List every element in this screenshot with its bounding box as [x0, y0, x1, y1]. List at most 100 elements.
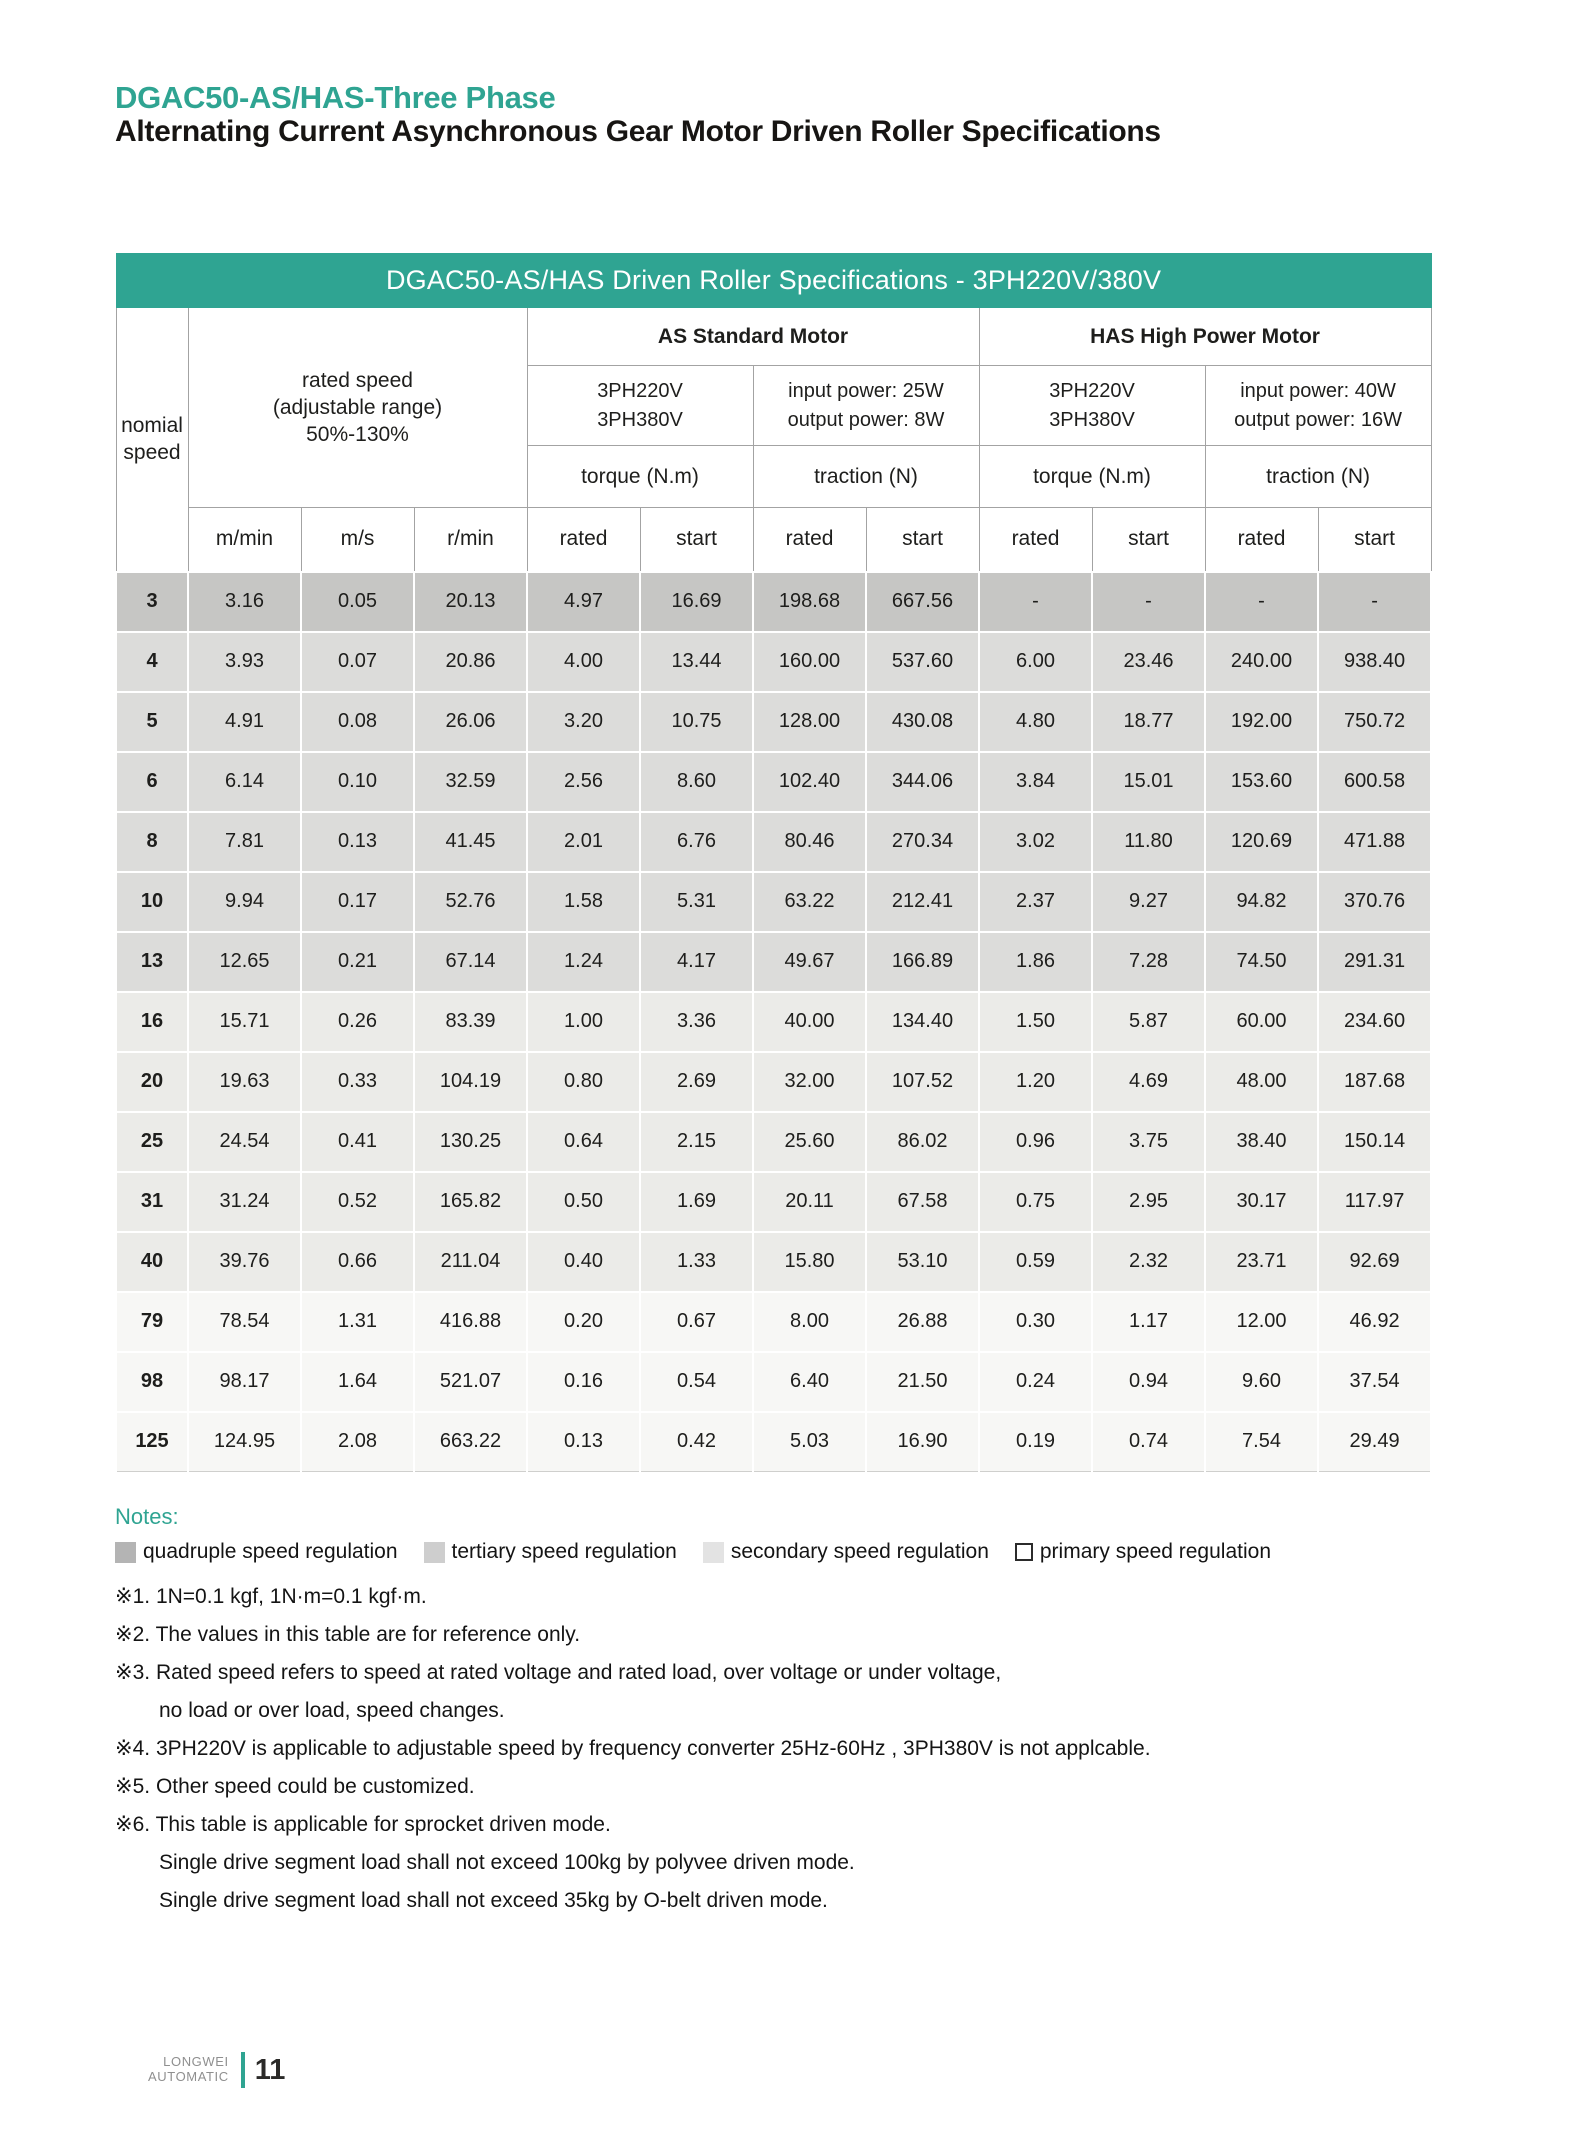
value-cell: 4.17 [639, 930, 754, 993]
value-cell: 192.00 [1204, 690, 1319, 753]
note-line: ※1. 1N=0.1 kgf, 1N·m=0.1 kgf·m. [115, 1585, 427, 1609]
value-cell: 0.30 [978, 1290, 1093, 1353]
value-cell: 938.40 [1316, 630, 1433, 693]
value-cell: 4.80 [978, 690, 1093, 753]
value-cell: 1.00 [526, 990, 641, 1053]
value-cell: 234.60 [1316, 990, 1433, 1053]
value-cell: 0.13 [300, 810, 415, 873]
header-as-voltage: 3PH220V 3PH380V [526, 365, 754, 447]
header-rated-speed: rated speed (adjustable range) 50%-130% [187, 307, 528, 509]
unit-header: start [865, 507, 980, 573]
value-cell: 19.63 [187, 1050, 302, 1113]
value-cell: 0.05 [300, 570, 415, 633]
value-cell: 150.14 [1316, 1110, 1433, 1173]
notes-list: ※1. 1N=0.1 kgf, 1N·m=0.1 kgf·m. ※2. The v… [115, 1578, 1445, 1920]
page-footer: LONGWEI AUTOMATIC 11 [148, 2052, 285, 2088]
value-cell: 0.20 [526, 1290, 641, 1353]
nominal-speed-cell: 3 [115, 570, 189, 633]
brand-line1: LONGWEI [163, 2054, 229, 2070]
header-has-power: input power: 40W output power: 16W [1204, 365, 1432, 447]
value-cell: 416.88 [413, 1290, 528, 1353]
value-cell: 0.24 [978, 1350, 1093, 1413]
legend: quadruple speed regulation tertiary speed… [115, 1540, 1445, 1564]
unit-header: start [639, 507, 754, 573]
table-row: 79 78.54 1.31 416.88 0.20 0.67 8.00 26.88 0.30 1.… [115, 1290, 1433, 1353]
value-cell: 2.32 [1091, 1230, 1206, 1293]
table-row: 3 3.16 0.05 20.13 4.97 16.69 198.68 667.56- - - - [115, 570, 1433, 633]
value-cell: 49.67 [752, 930, 867, 993]
page-content: DGAC50-AS/HAS-Three Phase Alternating Cu… [115, 81, 1445, 1920]
value-cell: 12.00 [1204, 1290, 1319, 1353]
header-as-traction: traction (N) [752, 445, 980, 509]
value-cell: 9.27 [1091, 870, 1206, 933]
value-cell: 211.04 [413, 1230, 528, 1293]
value-cell: 165.82 [413, 1170, 528, 1233]
value-cell: 0.33 [300, 1050, 415, 1113]
header-as-torque: torque (N.m) [526, 445, 754, 509]
value-cell: 30.17 [1204, 1170, 1319, 1233]
note-line: no load or over load, speed changes. [159, 1699, 505, 1723]
value-cell: 11.80 [1091, 810, 1206, 873]
value-cell: 7.28 [1091, 930, 1206, 993]
value-cell: 0.59 [978, 1230, 1093, 1293]
legend-label: tertiary speed regulation [451, 1540, 677, 1564]
legend-label: secondary speed regulation [730, 1540, 989, 1564]
value-cell: 32.59 [413, 750, 528, 813]
value-cell: 521.07 [413, 1350, 528, 1413]
value-cell: 12.65 [187, 930, 302, 993]
value-cell: 0.07 [300, 630, 415, 693]
value-cell: 32.00 [752, 1050, 867, 1113]
value-cell: 117.97 [1316, 1170, 1433, 1233]
value-cell: 750.72 [1316, 690, 1433, 753]
value-cell: 4.97 [526, 570, 641, 633]
nominal-speed-cell: 8 [115, 810, 189, 873]
notes-section: Notes: quadruple speed regulation tertiar… [115, 1504, 1445, 1920]
header-as-power: input power: 25W output power: 8W [752, 365, 980, 447]
value-cell: 0.42 [639, 1410, 754, 1473]
value-cell: 4.69 [1091, 1050, 1206, 1113]
unit-header: rated [1204, 507, 1319, 573]
nominal-speed-cell: 79 [115, 1290, 189, 1353]
value-cell: 0.74 [1091, 1410, 1206, 1473]
value-cell: 94.82 [1204, 870, 1319, 933]
value-cell: 39.76 [187, 1230, 302, 1293]
value-cell: 0.13 [526, 1410, 641, 1473]
value-cell: 78.54 [187, 1290, 302, 1353]
nominal-speed-cell: 4 [115, 630, 189, 693]
legend-swatch-primary [1014, 1543, 1033, 1562]
nominal-speed-cell: 125 [115, 1410, 189, 1473]
value-cell: 2.08 [300, 1410, 415, 1473]
value-cell: 15.80 [752, 1230, 867, 1293]
value-cell: 23.71 [1204, 1230, 1319, 1293]
value-cell: 20.86 [413, 630, 528, 693]
value-cell: 31.24 [187, 1170, 302, 1233]
value-cell: 212.41 [865, 870, 980, 933]
value-cell: 3.02 [978, 810, 1093, 873]
value-cell: 0.10 [300, 750, 415, 813]
value-cell: 9.60 [1204, 1350, 1319, 1413]
value-cell: 5.87 [1091, 990, 1206, 1053]
value-cell: 1.64 [300, 1350, 415, 1413]
unit-header: start [1317, 507, 1432, 573]
unit-header: rated [752, 507, 867, 573]
value-cell: 15.01 [1091, 750, 1206, 813]
value-cell: 6.14 [187, 750, 302, 813]
legend-label: primary speed regulation [1039, 1540, 1271, 1564]
value-cell: - [1204, 570, 1319, 633]
nominal-speed-cell: 5 [115, 690, 189, 753]
value-cell: 0.64 [526, 1110, 641, 1173]
brand-logo: LONGWEI AUTOMATIC [148, 2054, 229, 2085]
legend-swatch-quadruple [115, 1541, 136, 1563]
value-cell: 0.21 [300, 930, 415, 993]
page-number: 11 [254, 2053, 286, 2086]
value-cell: 23.46 [1091, 630, 1206, 693]
value-cell: 120.69 [1204, 810, 1319, 873]
nominal-speed-cell: 6 [115, 750, 189, 813]
nominal-speed-cell: 40 [115, 1230, 189, 1293]
value-cell: 0.50 [526, 1170, 641, 1233]
value-cell: 52.76 [413, 870, 528, 933]
value-cell: 2.56 [526, 750, 641, 813]
value-cell: 1.17 [1091, 1290, 1206, 1353]
value-cell: 1.58 [526, 870, 641, 933]
value-cell: 124.95 [187, 1410, 302, 1473]
